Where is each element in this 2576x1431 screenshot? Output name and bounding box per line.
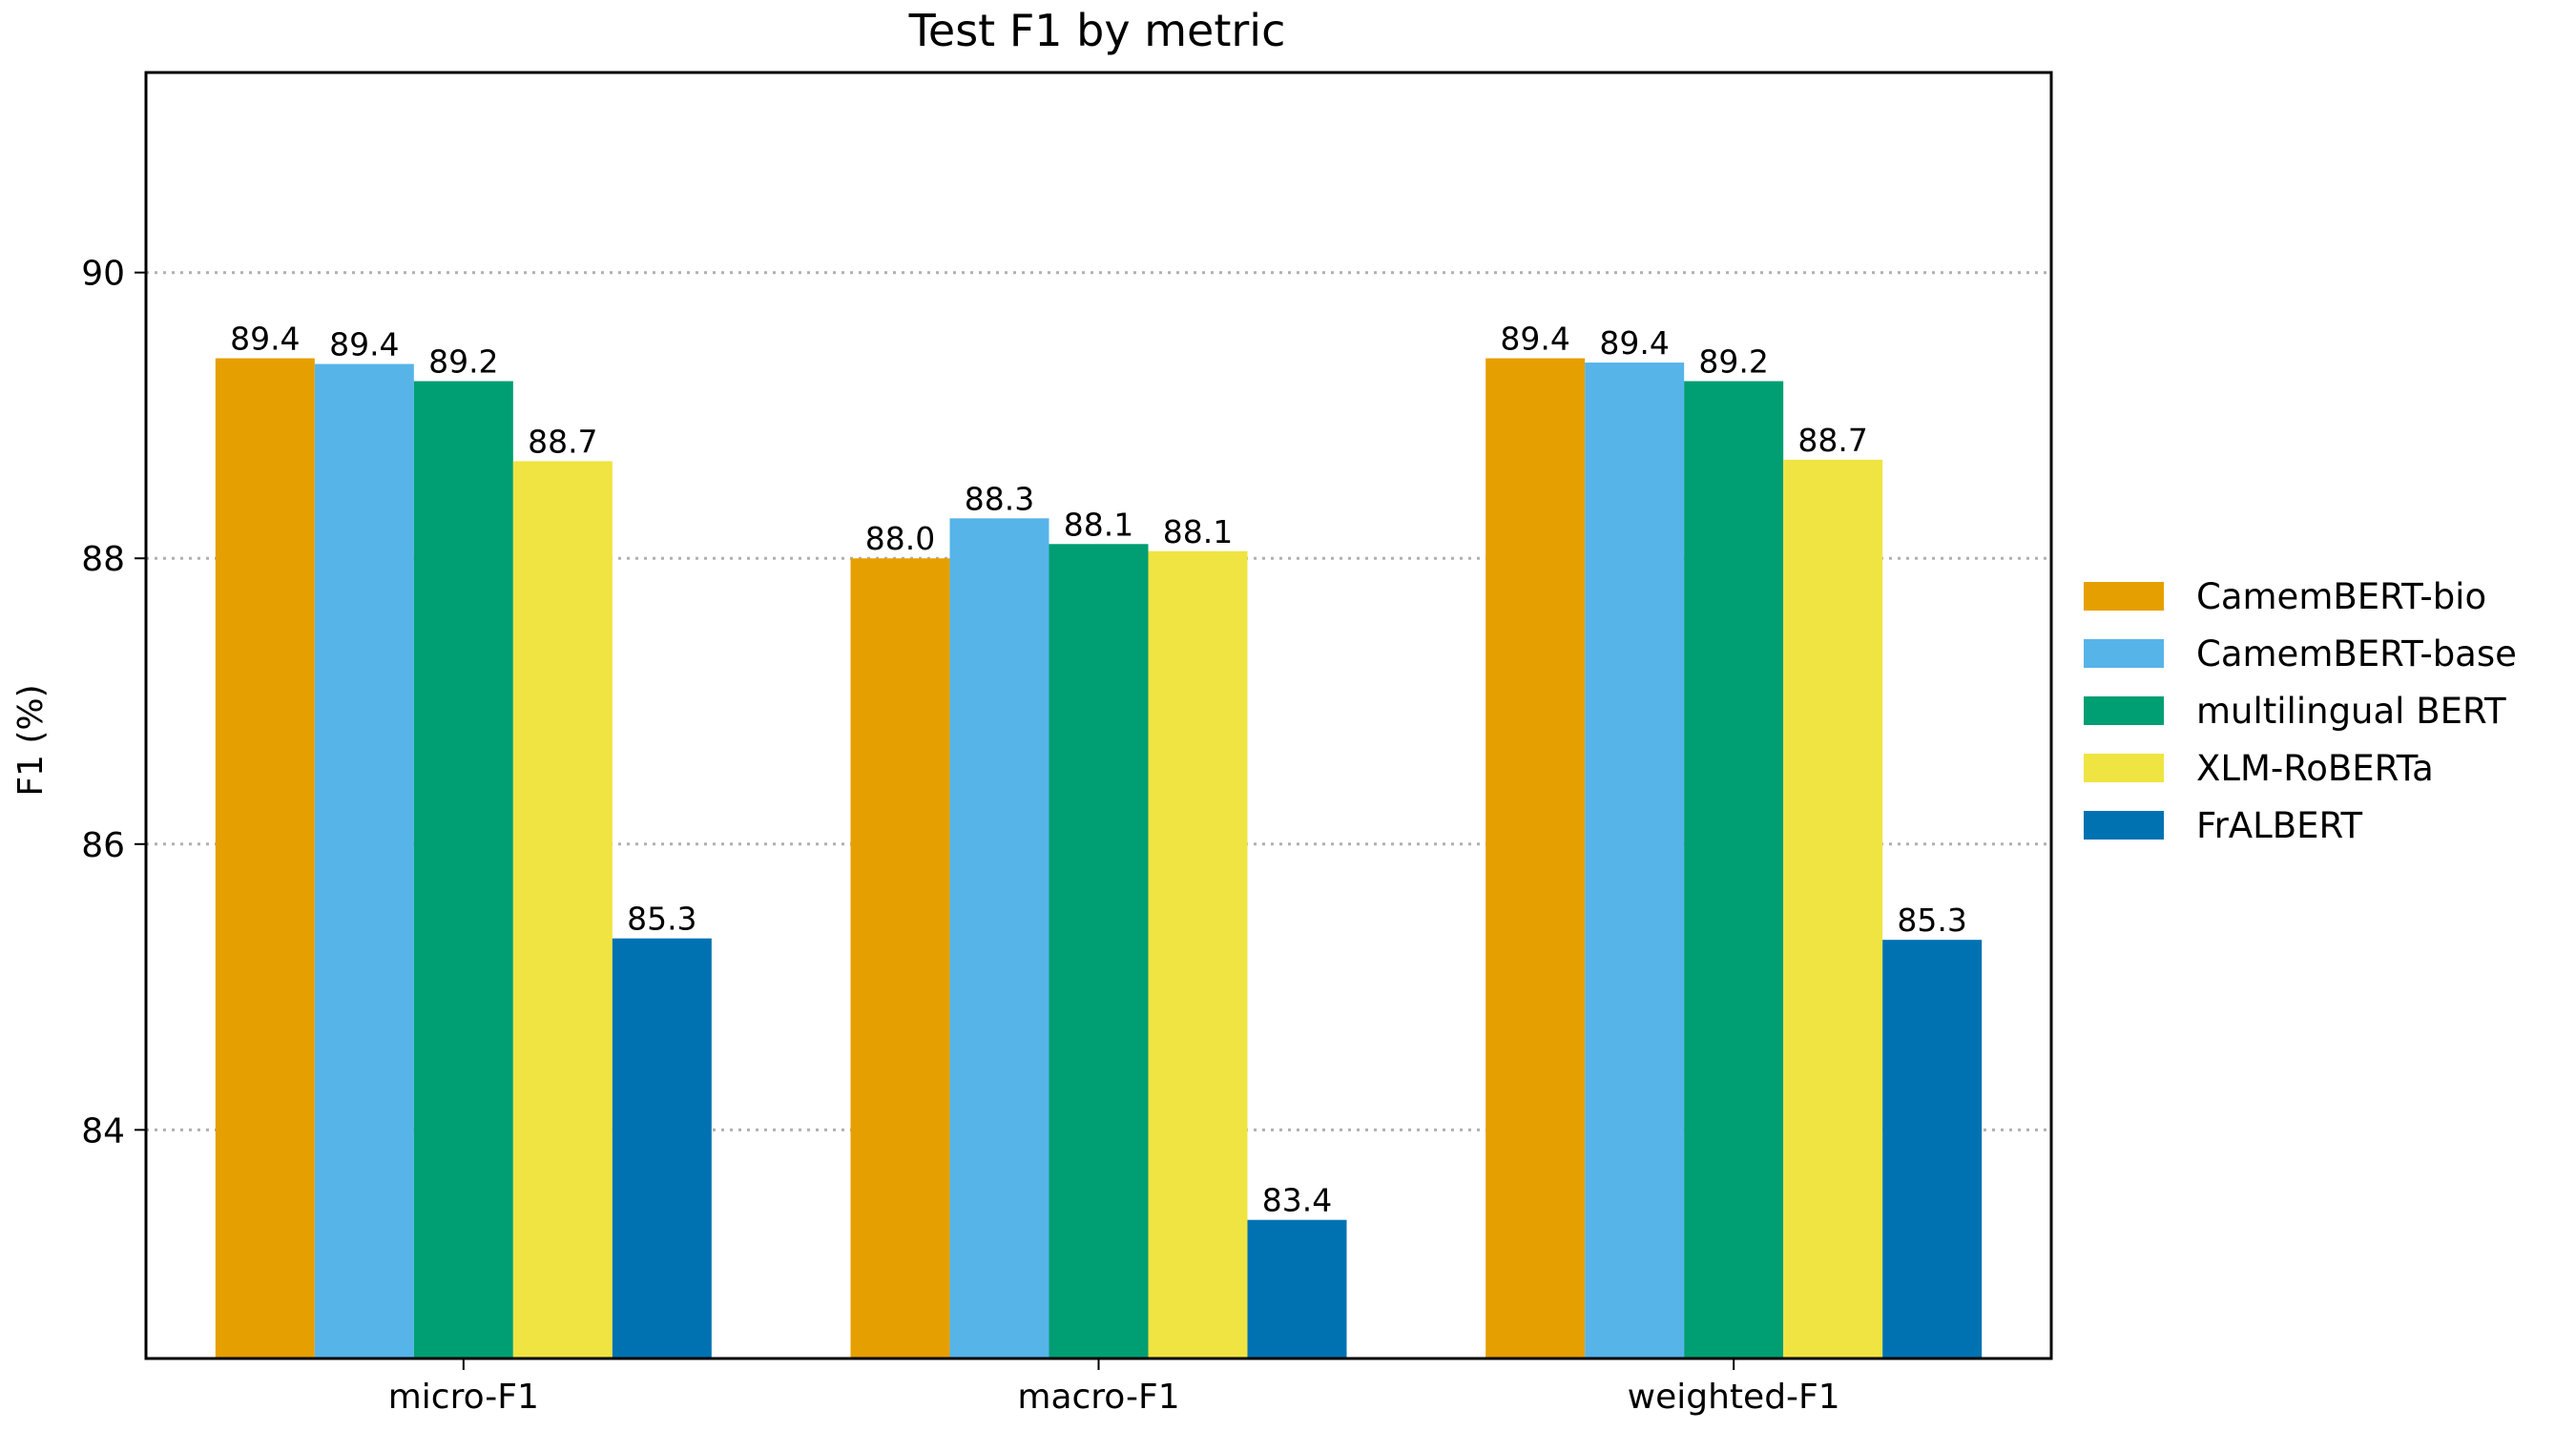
data-label-0-2: 89.4: [1500, 321, 1569, 358]
legend-swatch-2: [2084, 696, 2164, 725]
legend-swatch-0: [2084, 582, 2164, 611]
data-label-3-0: 88.7: [528, 423, 597, 460]
legend-swatch-3: [2084, 754, 2164, 782]
bar-1-1: [949, 518, 1049, 1358]
bar-1-2: [1585, 363, 1685, 1359]
legend-label-3: XLM-RoBERTa: [2196, 748, 2434, 789]
legend-swatch-4: [2084, 811, 2164, 840]
bar-3-2: [1783, 459, 1883, 1358]
bar-2-0: [413, 381, 513, 1358]
data-label-3-1: 88.1: [1163, 513, 1233, 550]
x-tick-label-0: micro-F1: [388, 1378, 539, 1417]
data-label-2-0: 89.2: [428, 343, 498, 381]
data-label-2-2: 89.2: [1698, 343, 1768, 381]
plot-frame: [144, 71, 2053, 1360]
y-tick-label-2: 88: [81, 540, 125, 579]
data-label-4-0: 85.3: [627, 901, 696, 938]
y-tick-label-1: 86: [81, 826, 125, 865]
data-label-0-0: 89.4: [230, 321, 300, 358]
y-tick-label-3: 90: [81, 255, 125, 294]
data-label-3-2: 88.7: [1797, 422, 1867, 459]
chart-title: Test F1 by metric: [908, 5, 1286, 56]
bar-4-1: [1247, 1219, 1347, 1358]
axes: 84 86 88 90 micro-F1 macro-F1 weighted-F1: [81, 71, 2053, 1417]
x-tick-label-2: weighted-F1: [1628, 1378, 1840, 1417]
bar-0-1: [850, 558, 950, 1358]
data-label-1-1: 88.3: [965, 480, 1034, 517]
bar-3-0: [512, 461, 613, 1358]
data-label-2-1: 88.1: [1064, 506, 1133, 543]
data-labels: 89.4 89.4 89.2 88.7 85.3 88.0 88.3 88.1 88.1 83.4…: [230, 321, 1967, 1219]
legend-label-0: CamemBERT-bio: [2196, 576, 2486, 617]
bars: [215, 358, 1983, 1359]
data-label-1-0: 89.4: [329, 326, 399, 363]
y-axis-label: F1 (%): [11, 684, 51, 796]
y-tick-label-0: 84: [81, 1111, 125, 1151]
legend-swatch-1: [2084, 639, 2164, 668]
bar-0-2: [1485, 358, 1586, 1358]
data-label-1-2: 89.4: [1599, 324, 1669, 362]
legend: CamemBERT-bio CamemBERT-base multilingual …: [2084, 576, 2517, 846]
bar-2-2: [1684, 381, 1784, 1358]
data-label-4-2: 85.3: [1897, 902, 1966, 939]
legend-label-4: FrALBERT: [2196, 805, 2363, 846]
bar-2-1: [1049, 544, 1149, 1358]
bar-3-1: [1148, 550, 1248, 1358]
data-label-4-1: 83.4: [1262, 1182, 1332, 1219]
bar-0-0: [215, 358, 315, 1358]
legend-label-1: CamemBERT-base: [2196, 633, 2517, 674]
legend-label-2: multilingual BERT: [2196, 691, 2506, 732]
bar-4-2: [1882, 940, 1983, 1358]
x-tick-label-1: macro-F1: [1017, 1378, 1179, 1417]
data-label-0-1: 88.0: [865, 520, 935, 557]
bar-4-0: [612, 938, 712, 1358]
bar-1-0: [314, 363, 414, 1359]
